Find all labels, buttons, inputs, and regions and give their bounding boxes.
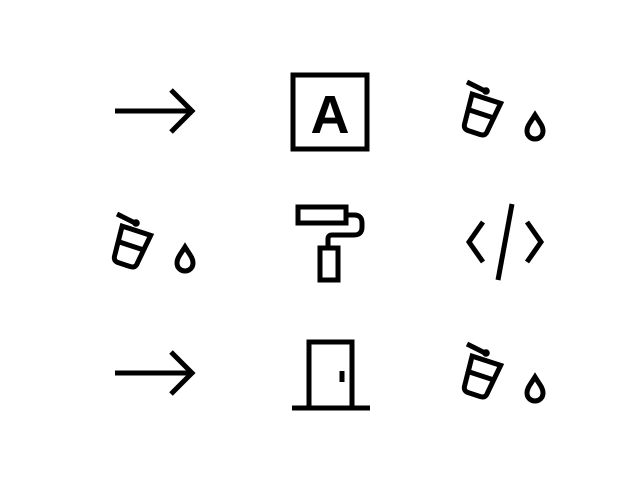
arrow-right-icon bbox=[105, 60, 205, 160]
paint-bucket-icon bbox=[455, 60, 555, 160]
paint-bucket-icon bbox=[105, 192, 205, 292]
paint-roller-icon bbox=[280, 192, 380, 292]
paint-bucket-icon bbox=[455, 322, 555, 422]
text-box-letter: A bbox=[311, 85, 350, 145]
door-icon bbox=[280, 322, 380, 422]
code-icon bbox=[455, 192, 555, 292]
arrow-right-icon bbox=[105, 322, 205, 422]
text-box-icon: A bbox=[280, 60, 380, 160]
